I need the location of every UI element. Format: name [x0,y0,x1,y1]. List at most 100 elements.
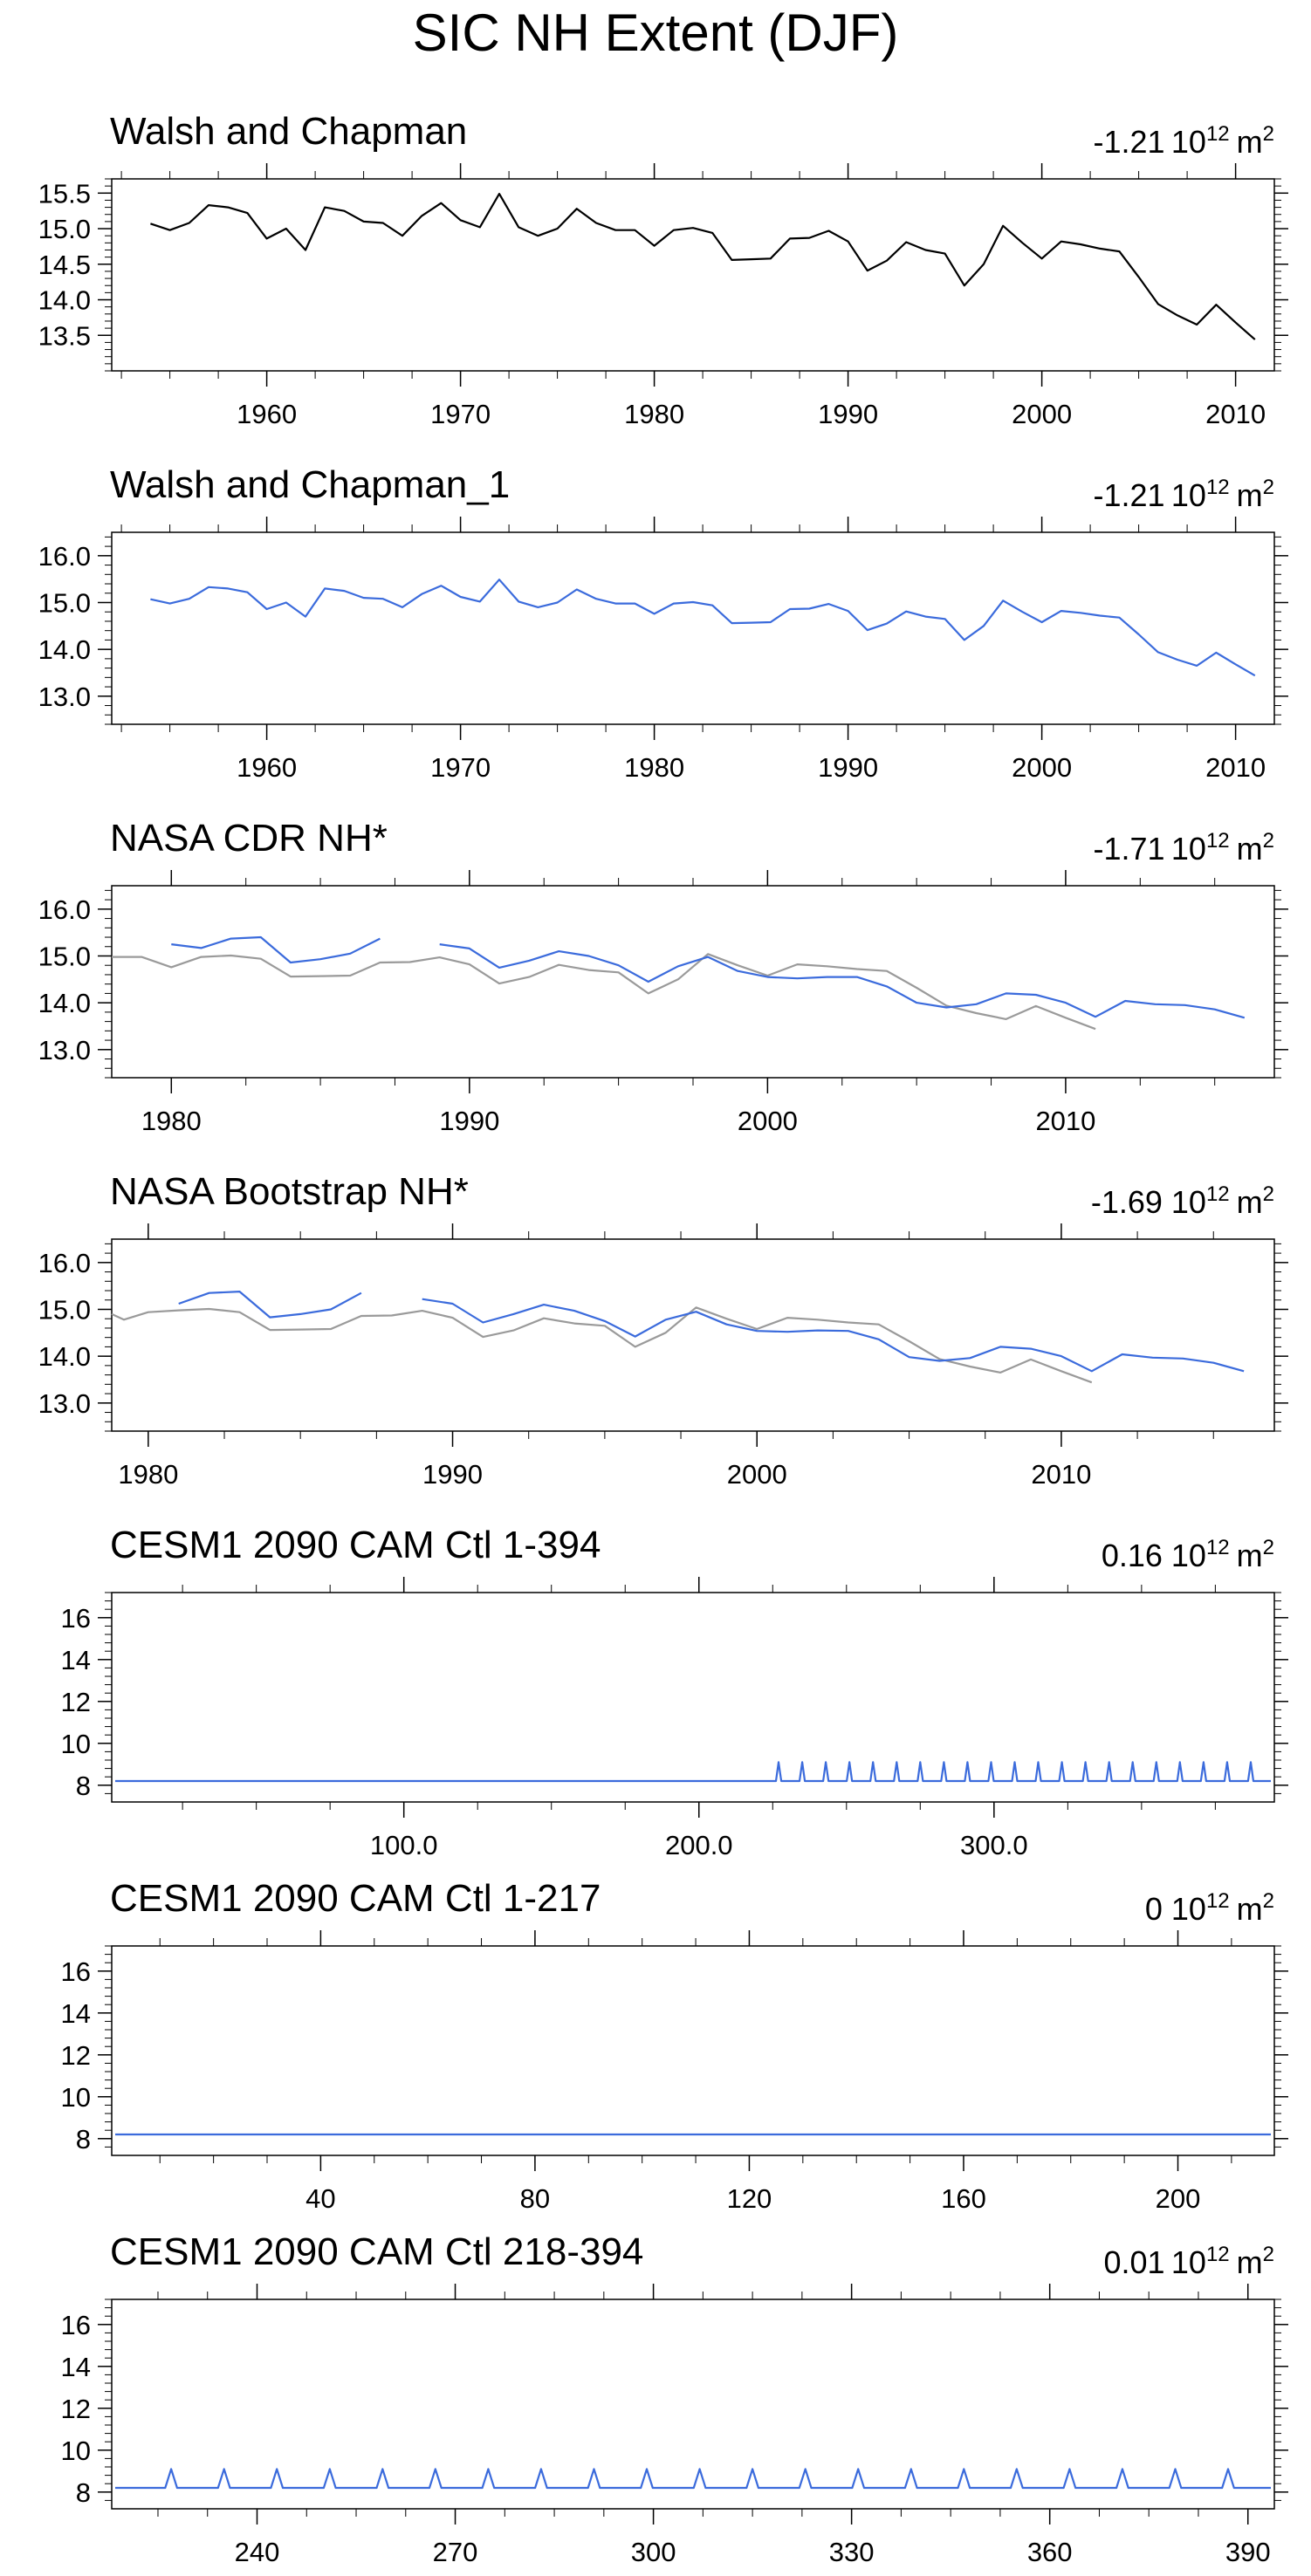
x-tick-label: 1980 [118,1459,178,1490]
y-tick-label: 15.0 [38,941,91,971]
x-tick-label: 1980 [624,399,684,429]
y-tick-label: 14.0 [38,1341,91,1372]
y-tick-label: 16.0 [38,1248,91,1278]
x-tick-label: 1990 [439,1106,499,1136]
trend-unit-exponent: 12 [1206,1536,1230,1559]
y-tick-label: 15.0 [38,214,91,244]
trend-unit: m [1237,2244,1263,2280]
x-tick-label: 1970 [430,399,491,429]
plot-frame [111,1592,1275,1803]
x-tick-label: 2010 [1031,1459,1091,1490]
trend-unit-base: 10 [1171,2244,1206,2280]
trend-unit-exponent: 2 [1263,476,1274,499]
y-tick-label: 13.0 [38,1388,91,1419]
y-tick-label: 10 [61,2436,91,2466]
panel-title: NASA CDR NH* [110,817,388,860]
x-tick-label: 390 [1225,2537,1271,2567]
y-tick-label: 13.0 [38,1035,91,1065]
trend-label: -1.21 1012 m2 [1094,476,1275,513]
x-tick-label: 1960 [237,399,297,429]
trend-unit-base: 10 [1171,831,1206,867]
trend-unit-exponent: 2 [1263,1889,1274,1913]
y-tick-label: 13.5 [38,320,91,351]
y-tick-label: 8 [76,2124,91,2155]
trend-unit-exponent: 2 [1263,122,1274,146]
trend-label: -1.71 1012 m2 [1094,829,1275,867]
y-tick-label: 16.0 [38,541,91,572]
trend-label: -1.69 1012 m2 [1091,1182,1274,1220]
x-tick-label: 360 [1027,2537,1073,2567]
trend-unit-exponent: 12 [1206,1182,1230,1206]
chart-panel: NASA Bootstrap NH* -1.69 1012 m2 1980 1990 200… [38,1170,1288,1490]
trend-unit-base: 10 [1171,1891,1206,1927]
panel-title: CESM1 2090 CAM Ctl 1-394 [110,1524,601,1566]
trend-unit-exponent: 12 [1206,829,1230,853]
series-line [115,2468,1271,2490]
plot-frame [111,531,1275,725]
trend-unit-base: 10 [1171,1184,1206,1220]
y-tick-label: 12 [61,1687,91,1717]
y-tick-label: 14.5 [38,250,91,280]
series-line [422,1298,1245,1373]
x-tick-label: 270 [433,2537,478,2567]
y-tick-label: 12 [61,2040,91,2071]
x-tick-label: 240 [235,2537,280,2567]
trend-value: 0.01 [1103,2244,1163,2280]
plot-frame [111,1945,1275,2156]
trend-unit-exponent: 2 [1263,829,1274,853]
y-tick-label: 10 [61,2082,91,2113]
trend-label: 0.16 1012 m2 [1102,1536,1274,1573]
trend-value: 0.16 [1102,1538,1163,1573]
trend-unit-exponent: 2 [1263,1536,1274,1559]
trend-value: -1.21 [1094,124,1164,160]
trend-unit: m [1237,831,1263,867]
x-tick-label: 2000 [727,1459,787,1490]
series-line [171,935,381,964]
x-tick-label: 1970 [430,752,491,783]
y-tick-label: 14 [61,2352,91,2382]
x-tick-label: 200 [1156,2183,1201,2214]
y-tick-label: 13.0 [38,682,91,712]
trend-unit-exponent: 12 [1206,122,1230,146]
page-title: SIC NH Extent (DJF) [413,3,899,62]
y-tick-label: 15.0 [38,1294,91,1325]
x-tick-label: 1960 [237,752,297,783]
panel-title: CESM1 2090 CAM Ctl 218-394 [110,2230,643,2273]
x-tick-label: 160 [941,2183,986,2214]
plot-frame [111,178,1275,372]
trend-unit: m [1237,124,1263,160]
x-tick-label: 1980 [141,1106,202,1136]
trend-unit-exponent: 12 [1206,1889,1230,1913]
x-tick-label: 330 [829,2537,875,2567]
panel-title: Walsh and Chapman_1 [110,463,510,506]
series-line [115,1761,1271,1783]
x-tick-label: 2010 [1205,399,1266,429]
y-tick-label: 14.0 [38,634,91,665]
x-tick-label: 1980 [624,752,684,783]
panel-title: Walsh and Chapman [110,110,467,153]
x-tick-label: 120 [727,2183,772,2214]
y-tick-label: 14.0 [38,988,91,1018]
y-tick-label: 12 [61,2394,91,2424]
x-tick-label: 300.0 [960,1830,1028,1860]
trend-value: 0 [1145,1891,1163,1927]
y-tick-label: 15.0 [38,587,91,618]
trend-label: -1.21 1012 m2 [1094,122,1275,160]
trend-unit-exponent: 2 [1263,2243,1274,2266]
trend-unit: m [1237,1538,1263,1573]
y-tick-label: 14.0 [38,285,91,316]
trend-value: -1.69 [1091,1184,1163,1220]
trend-unit-exponent: 12 [1206,2243,1230,2266]
plot-frame [111,2299,1275,2510]
x-tick-label: 200.0 [665,1830,733,1860]
y-tick-label: 16 [61,1603,91,1634]
chart-panel: Walsh and Chapman -1.21 1012 m2 1960 1970 1980… [38,110,1288,429]
trend-unit: m [1237,1184,1263,1220]
plot-frame [111,885,1275,1079]
x-tick-label: 2010 [1035,1106,1095,1136]
x-tick-label: 80 [520,2183,550,2214]
x-tick-label: 300 [631,2537,676,2567]
